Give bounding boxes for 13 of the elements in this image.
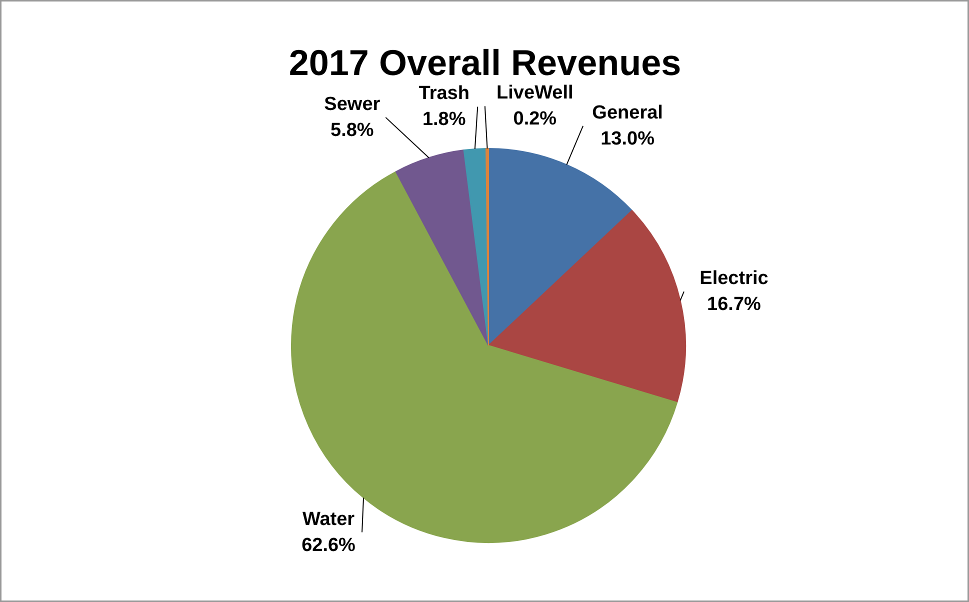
slice-label: General [592, 102, 663, 124]
data-label: 16.7% [707, 294, 762, 316]
data-label: 0.2% [513, 108, 557, 130]
data-label: 62.6% [302, 534, 356, 556]
data-label: 1.8% [422, 109, 466, 130]
slice-label: Electric [700, 268, 769, 290]
chart-title: 2017 Overall Revenues [288, 42, 682, 83]
slice-label: Trash [418, 83, 470, 104]
slice-label: LiveWell [496, 82, 574, 104]
slice-label: Water [302, 508, 356, 530]
data-label: 5.8% [330, 120, 374, 141]
data-label: 13.0% [600, 128, 655, 150]
slice-label: Sewer [324, 94, 381, 115]
